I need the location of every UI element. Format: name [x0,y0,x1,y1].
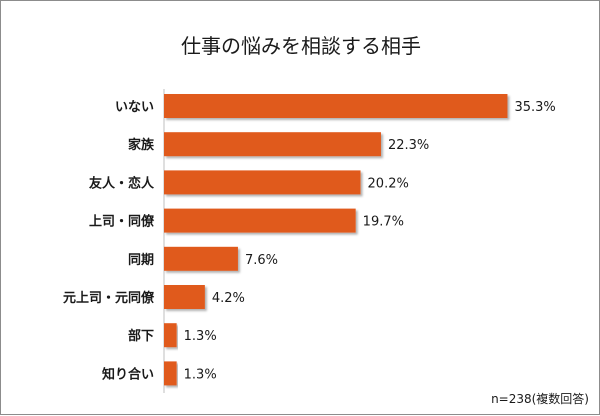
category-label-5: 元上司・元同僚 [63,290,155,306]
category-label-6: 部下 [128,328,154,344]
bar-0 [164,94,508,118]
bar-1 [164,132,381,157]
bar-5 [164,285,205,309]
bars-group: いない 35.3% 家族 22.3% 友人・恋人 20.2% 上司・同僚 19.7% 同期 7.6… [63,94,556,386]
value-label-4: 7.6% [245,253,278,268]
category-label-4: 同期 [128,253,154,268]
bar-3 [164,208,356,233]
category-label-0: いない [115,100,154,115]
value-label-5: 4.2% [212,291,245,306]
chart-title: 仕事の悩みを相談する相手 [181,34,421,58]
sample-note: n=238(複数回答) [491,391,589,406]
bar-7 [164,361,177,386]
value-label-2: 20.2% [368,176,409,191]
bar-4 [164,246,238,271]
value-label-7: 1.3% [184,367,217,382]
category-label-3: 上司・同僚 [89,214,155,230]
category-label-1: 家族 [128,137,155,153]
category-label-7: 知り合い [102,366,154,382]
category-label-2: 友人・恋人 [89,175,155,191]
value-label-3: 19.7% [363,215,404,230]
bar-2 [164,170,361,195]
bar-6 [164,323,177,348]
value-label-6: 1.3% [184,329,217,344]
value-label-1: 22.3% [388,138,429,153]
value-label-0: 35.3% [514,100,555,115]
